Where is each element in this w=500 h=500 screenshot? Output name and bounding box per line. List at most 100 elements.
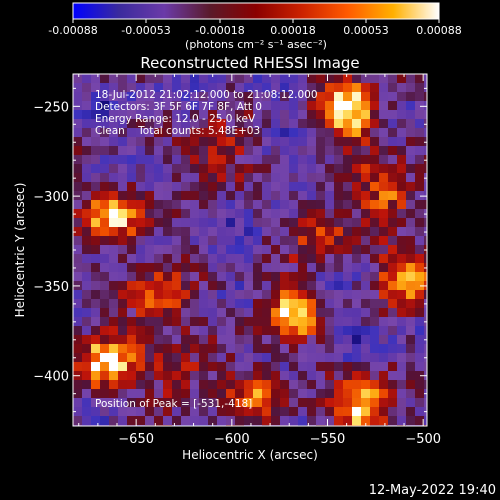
heatmap-cell — [172, 218, 182, 228]
heatmap-cell — [172, 317, 182, 327]
heatmap-cell — [280, 389, 290, 399]
heatmap-cell — [325, 335, 335, 345]
heatmap-cell — [271, 218, 281, 228]
heatmap-cell — [136, 254, 146, 264]
heatmap-cell — [73, 263, 83, 273]
heatmap-cell — [271, 371, 281, 381]
heatmap-cell — [127, 299, 137, 309]
heatmap-cell — [154, 146, 164, 156]
heatmap-cell — [298, 416, 308, 426]
heatmap-cell — [298, 299, 308, 309]
heatmap-cell — [181, 200, 191, 210]
heatmap-cell — [397, 164, 407, 174]
heatmap-cell — [100, 344, 110, 354]
heatmap-cell — [118, 254, 128, 264]
heatmap-cell — [73, 407, 83, 417]
heatmap-cell — [271, 74, 281, 84]
heatmap-cell — [370, 326, 380, 336]
heatmap-cell — [397, 389, 407, 399]
heatmap-cell — [154, 227, 164, 237]
heatmap-cell — [379, 137, 389, 147]
heatmap-cell — [343, 353, 353, 363]
heatmap-cell — [316, 119, 326, 129]
heatmap-cell — [388, 191, 398, 201]
heatmap-cell — [172, 236, 182, 246]
heatmap-cell — [226, 407, 236, 417]
heatmap-cell — [325, 227, 335, 237]
heatmap-cell — [208, 308, 218, 318]
heatmap-cell — [343, 110, 353, 120]
heatmap-cell — [415, 407, 425, 417]
heatmap-cell — [424, 110, 427, 120]
heatmap-cell — [172, 173, 182, 183]
heatmap-cell — [100, 92, 110, 102]
heatmap-cell — [370, 173, 380, 183]
heatmap-cell — [100, 416, 110, 426]
heatmap-cell — [316, 416, 326, 426]
heatmap-cell — [154, 290, 164, 300]
heatmap-cell — [217, 263, 227, 273]
heatmap-cell — [370, 308, 380, 318]
heatmap-cell — [352, 101, 362, 111]
heatmap-cell — [226, 362, 236, 372]
heatmap-cell — [406, 155, 416, 165]
heatmap-cell — [91, 254, 101, 264]
heatmap-cell — [280, 146, 290, 156]
heatmap-cell — [181, 236, 191, 246]
heatmap-cell — [334, 236, 344, 246]
heatmap-cell — [325, 218, 335, 228]
heatmap-cell — [298, 236, 308, 246]
heatmap-cell — [136, 299, 146, 309]
heatmap-cell — [406, 407, 416, 417]
heatmap-cell — [91, 137, 101, 147]
heatmap-cell — [361, 155, 371, 165]
heatmap-cell — [181, 389, 191, 399]
heatmap-cell — [190, 92, 200, 102]
heatmap-cell — [262, 245, 272, 255]
heatmap-cell — [316, 101, 326, 111]
heatmap-cell — [415, 245, 425, 255]
heatmap-cell — [172, 209, 182, 219]
heatmap-cell — [136, 308, 146, 318]
heatmap-cell — [235, 236, 245, 246]
heatmap-cell — [388, 362, 398, 372]
heatmap-cell — [244, 353, 254, 363]
heatmap-cell — [343, 209, 353, 219]
heatmap-cell — [226, 128, 236, 138]
heatmap-cell — [100, 362, 110, 372]
heatmap-cell — [154, 218, 164, 228]
heatmap-cell — [289, 218, 299, 228]
heatmap-cell — [172, 191, 182, 201]
heatmap-cell — [415, 281, 425, 291]
heatmap-cell — [397, 290, 407, 300]
heatmap-cell — [352, 398, 362, 408]
heatmap-cell — [316, 407, 326, 417]
heatmap-cell — [388, 74, 398, 84]
heatmap-cell — [199, 137, 209, 147]
heatmap-cell — [217, 362, 227, 372]
heatmap-cell — [415, 182, 425, 192]
heatmap-cell — [379, 353, 389, 363]
heatmap-cell — [271, 164, 281, 174]
heatmap-cell — [181, 155, 191, 165]
heatmap-cell — [352, 164, 362, 174]
heatmap-cell — [208, 416, 218, 426]
heatmap-cell — [73, 254, 83, 264]
heatmap-cell — [172, 119, 182, 129]
heatmap-cell — [154, 263, 164, 273]
heatmap-cell — [244, 335, 254, 345]
heatmap-cell — [91, 290, 101, 300]
heatmap-cell — [100, 389, 110, 399]
heatmap-cell — [244, 155, 254, 165]
heatmap-cell — [316, 245, 326, 255]
heatmap-cell — [199, 173, 209, 183]
heatmap-cell — [352, 317, 362, 327]
heatmap-cell — [190, 101, 200, 111]
info-time-range: 18-Jul-2012 21:02:12.000 to 21:08:12.000 — [95, 89, 318, 101]
heatmap-cell — [109, 353, 119, 363]
heatmap-cell — [100, 290, 110, 300]
heatmap-cell — [298, 83, 308, 93]
heatmap-cell — [397, 218, 407, 228]
heatmap-cell — [73, 335, 83, 345]
heatmap-cell — [415, 209, 425, 219]
